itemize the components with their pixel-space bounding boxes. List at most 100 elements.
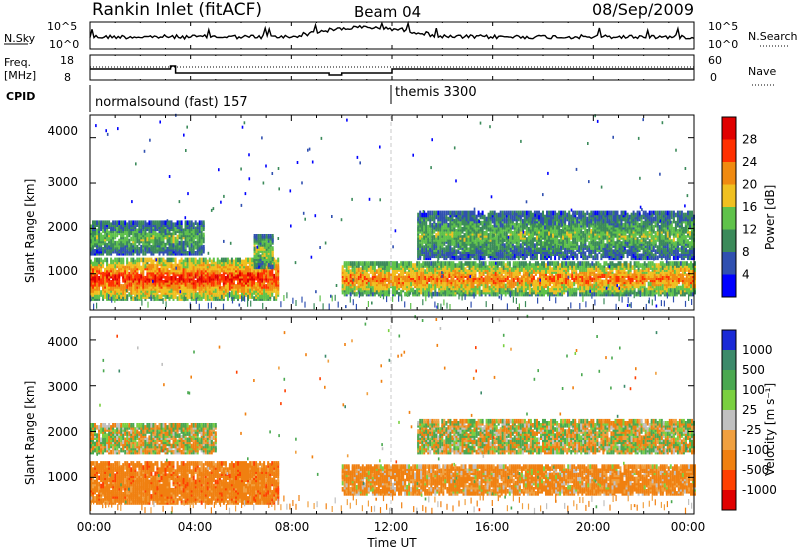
echo-cell [349,273,352,278]
echo-cell [567,287,570,293]
echo-cell [466,269,469,274]
echo-cell [353,291,356,297]
echo-cell [386,283,388,289]
echo-cell [659,285,662,291]
echo-cell [144,251,147,256]
echo-cell [494,291,497,297]
echo-cell [661,271,664,276]
echo-cell [625,271,628,276]
echo-cell [398,291,400,297]
echo-cell [172,222,175,227]
echo-cell [458,261,461,266]
echo-cell [425,222,428,228]
noise-left-tick-bottom: 10^0 [49,38,79,51]
echo-cell [442,277,445,283]
echo-cell [156,265,159,271]
echo-cell [150,282,153,287]
echo-cell [144,275,147,281]
echo-cell [194,226,197,232]
echo-cell [681,261,684,266]
echo-cell [439,210,442,216]
echo-cell [539,263,541,268]
echo-cell [239,278,241,283]
echo-cell [429,222,432,228]
echo-cell [128,261,131,267]
echo-cell [154,273,157,279]
echo-cell [98,294,101,299]
echo-cell [472,265,475,270]
echo-cell [172,263,175,269]
echo-cell [114,280,117,285]
echo-cell [579,261,582,266]
echo-cell [406,261,409,266]
echo-cell [681,283,684,289]
echo-cell [190,226,193,232]
echo-cell [102,294,105,299]
echo-cell [341,265,344,270]
echo-cell [102,246,105,252]
echo-cell [226,273,229,279]
echo-cell [232,284,235,289]
echo-cell [605,267,608,272]
echo-cell [150,257,153,263]
echo-cell [549,287,551,293]
echo-cell [94,257,96,263]
echo-cell [449,245,452,250]
power-echoes [90,113,696,310]
echo-cell [239,294,241,299]
echo-cell [420,267,423,272]
echo-cell [154,244,157,250]
echo-cell [377,261,380,266]
echo-cell [465,220,468,226]
echo-cell [478,291,481,297]
echo-cell [440,261,443,266]
echo-cell [180,257,183,263]
echo-cell [453,241,456,246]
echo-cell [202,232,205,238]
echo-cell [673,287,676,293]
echo-cell [677,267,680,272]
echo-cell [422,275,425,281]
echo-cell [673,281,676,287]
echo-cell [247,294,249,299]
echo-cell [182,228,185,234]
echo-cell [114,230,117,236]
echo-cell [460,261,463,266]
echo-cell [359,273,362,278]
echo-cell [432,279,435,285]
echo-cell [437,231,440,236]
echo-cell [257,282,260,287]
echo-cell [206,280,209,285]
echo-cell [569,273,572,278]
echo-cell [683,267,686,272]
echo-cell [196,244,199,250]
echo-cell [146,236,149,242]
echo-cell [188,294,191,299]
echo-cell [142,271,145,277]
echo-cell [431,243,434,248]
echo-cell [373,271,376,276]
echo-cell [230,267,233,273]
echo-cell [381,273,384,278]
echo-cell [204,286,207,291]
echo-cell [192,292,195,297]
echo-cell [633,269,636,274]
echo-cell [464,279,467,285]
echo-cell [510,289,513,295]
echo-cell [445,222,448,228]
nave-tick-bottom: 0 [710,71,717,84]
echo-cell [116,220,119,225]
echo-cell [148,257,151,263]
echo-cell [198,236,201,242]
echo-cell [679,261,682,266]
echo-cell [449,226,452,232]
echo-cell [439,247,442,252]
echo-cell [496,291,499,297]
echo-cell [347,285,350,291]
echo-cell [452,261,455,266]
echo-cell [228,286,231,291]
echo-cell [418,279,421,285]
echo-cell [369,261,372,266]
echo-cell [148,220,151,225]
cpid-label: CPID [6,90,35,103]
